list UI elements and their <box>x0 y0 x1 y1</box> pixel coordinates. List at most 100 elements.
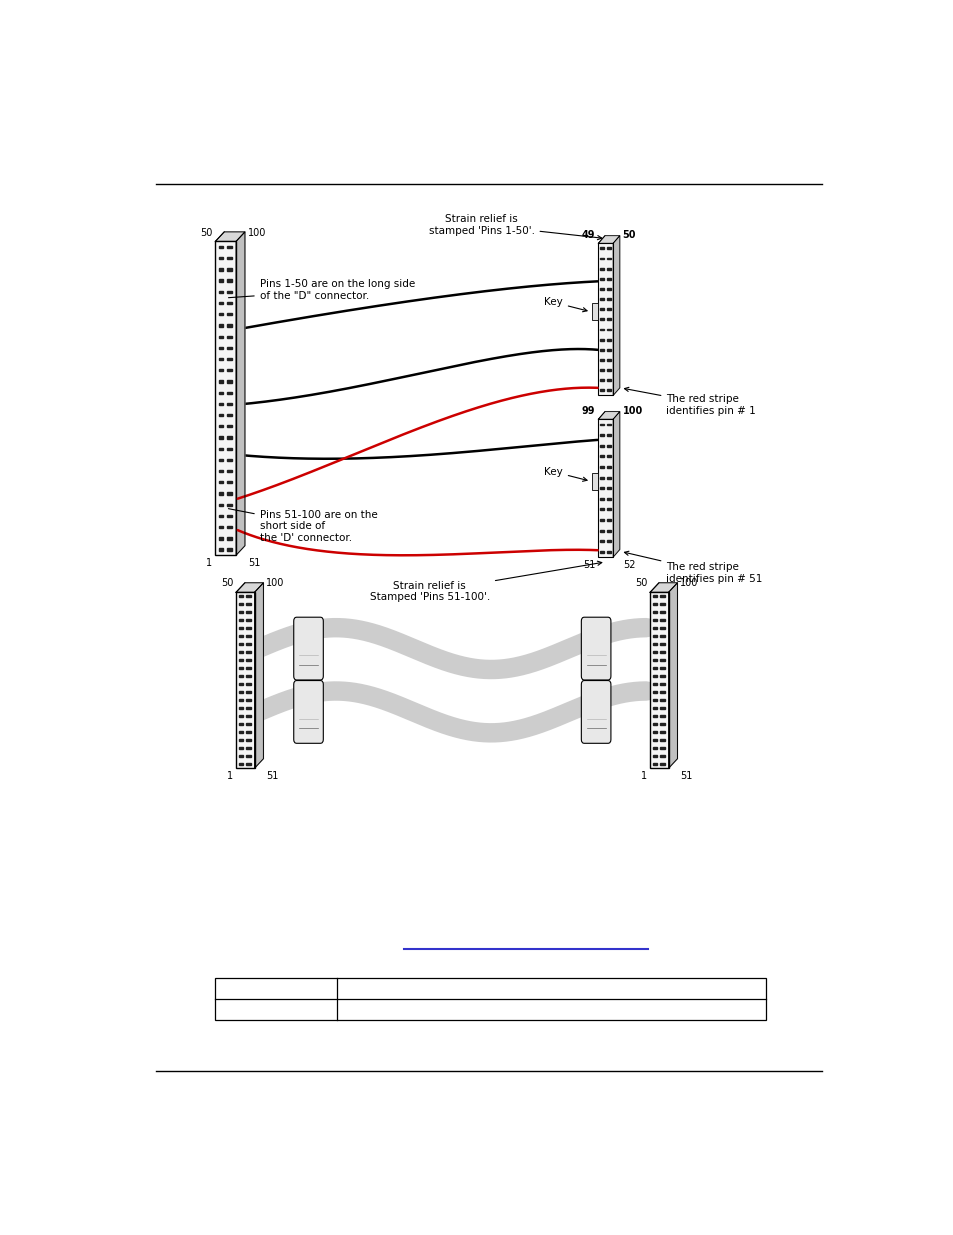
Bar <box>606 309 610 310</box>
Bar <box>219 347 223 350</box>
Bar <box>239 595 243 598</box>
Bar <box>599 359 603 361</box>
Text: 100: 100 <box>248 227 266 237</box>
Bar <box>239 611 243 614</box>
Bar <box>239 676 243 678</box>
Bar <box>246 651 251 653</box>
Bar <box>659 708 664 709</box>
Bar <box>219 436 223 438</box>
Bar <box>653 708 657 709</box>
Bar <box>606 338 610 341</box>
Bar <box>246 676 251 678</box>
Text: 49: 49 <box>581 231 595 241</box>
Bar <box>215 241 235 556</box>
Text: The red stripe
identifies pin # 1: The red stripe identifies pin # 1 <box>624 388 756 416</box>
Bar <box>219 325 223 326</box>
Bar <box>227 336 232 338</box>
Bar <box>606 456 610 457</box>
Bar <box>653 724 657 725</box>
Bar <box>239 699 243 701</box>
Bar <box>653 676 657 678</box>
Bar <box>227 403 232 405</box>
Bar <box>219 257 223 259</box>
Bar <box>659 595 664 598</box>
Bar <box>606 551 610 553</box>
Bar <box>599 551 603 553</box>
Text: Strain relief is
Stamped 'Pins 51-100'.: Strain relief is Stamped 'Pins 51-100'. <box>369 561 601 603</box>
Bar <box>659 651 664 653</box>
Bar <box>239 747 243 750</box>
Bar <box>246 708 251 709</box>
Bar <box>659 619 664 621</box>
Text: 1: 1 <box>640 771 646 781</box>
Bar <box>653 755 657 757</box>
Bar <box>246 692 251 693</box>
Text: 50: 50 <box>200 227 213 237</box>
Bar <box>653 659 657 662</box>
Bar <box>219 403 223 405</box>
Text: 51: 51 <box>248 558 260 568</box>
Bar <box>606 319 610 320</box>
Bar <box>606 435 610 436</box>
Bar <box>606 445 610 447</box>
Bar <box>659 692 664 693</box>
Bar <box>227 515 232 517</box>
Bar <box>246 667 251 669</box>
Bar <box>599 319 603 320</box>
Bar <box>606 540 610 542</box>
Bar <box>599 435 603 436</box>
Text: 51: 51 <box>266 771 278 781</box>
Bar <box>653 731 657 734</box>
Bar <box>239 731 243 734</box>
Bar <box>659 739 664 741</box>
Bar <box>606 258 610 259</box>
Bar <box>246 724 251 725</box>
Bar <box>246 595 251 598</box>
Bar <box>653 715 657 718</box>
Bar <box>606 389 610 391</box>
Text: Pins 51-100 are on the
short side of
the 'D' connector.: Pins 51-100 are on the short side of the… <box>228 509 377 542</box>
Bar <box>227 548 232 551</box>
Bar <box>239 667 243 669</box>
Bar <box>227 325 232 326</box>
Bar <box>606 498 610 500</box>
Bar <box>219 471 223 472</box>
Text: 52: 52 <box>622 559 635 571</box>
Polygon shape <box>598 236 619 243</box>
Bar <box>599 298 603 300</box>
Bar <box>606 369 610 370</box>
Bar <box>239 643 243 646</box>
Bar <box>227 526 232 529</box>
Bar <box>219 246 223 248</box>
Bar <box>219 290 223 293</box>
Bar <box>215 978 765 1020</box>
Bar <box>219 493 223 495</box>
Bar <box>246 659 251 662</box>
Bar <box>219 537 223 540</box>
Bar <box>653 651 657 653</box>
Bar <box>219 268 223 270</box>
FancyBboxPatch shape <box>580 680 610 743</box>
Bar <box>599 519 603 521</box>
Bar <box>227 314 232 315</box>
Bar <box>219 279 223 282</box>
Bar <box>227 493 232 495</box>
Bar <box>246 603 251 605</box>
Bar <box>227 369 232 372</box>
Bar <box>219 301 223 304</box>
Bar <box>219 425 223 427</box>
Bar <box>239 627 243 630</box>
Bar <box>599 466 603 468</box>
Polygon shape <box>613 236 619 395</box>
Text: Pins 1-50 are on the long side
of the "D" connector.: Pins 1-50 are on the long side of the "D… <box>229 279 415 301</box>
Bar <box>227 391 232 394</box>
Bar <box>599 424 603 426</box>
Bar <box>239 724 243 725</box>
Bar <box>659 731 664 734</box>
Bar <box>606 509 610 510</box>
Bar <box>219 515 223 517</box>
Bar <box>246 763 251 766</box>
Polygon shape <box>598 411 619 419</box>
Bar <box>659 763 664 766</box>
Bar <box>599 338 603 341</box>
